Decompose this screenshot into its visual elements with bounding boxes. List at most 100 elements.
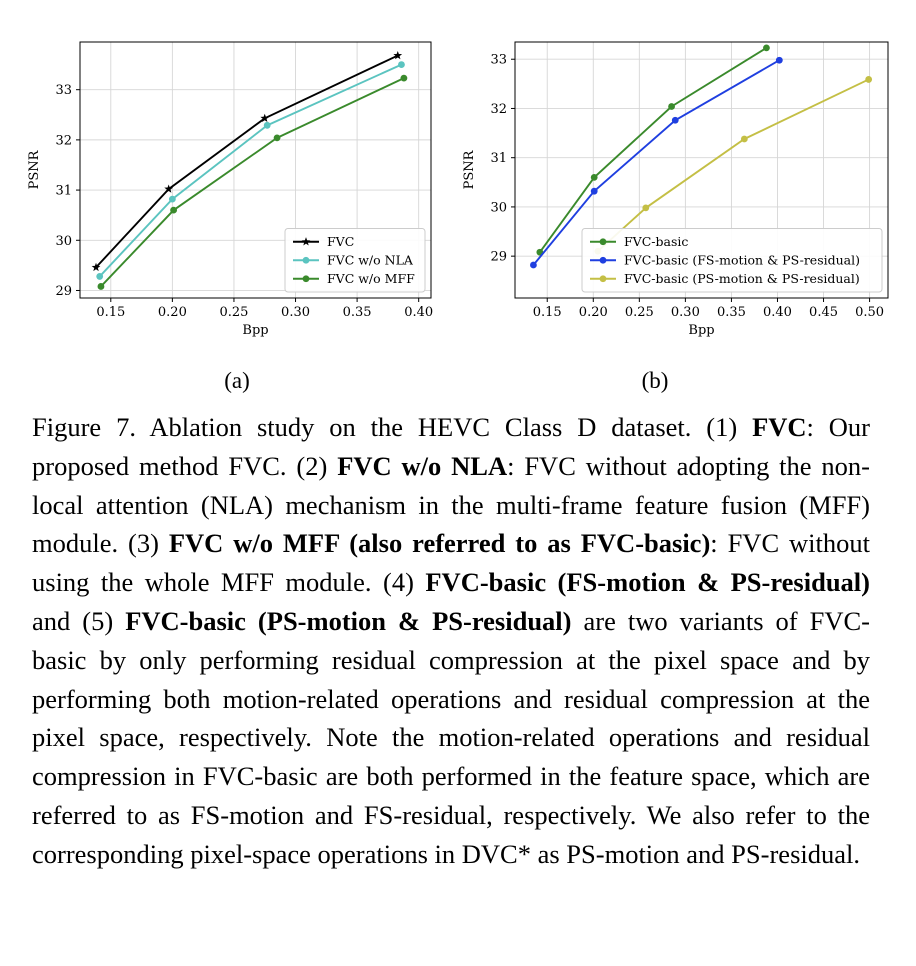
caption-bold: FVC-basic (FS-motion & PS-residual) (425, 567, 870, 598)
chart-b-series-line (597, 78, 870, 252)
chart-a-xtick-label: 0.25 (219, 305, 248, 320)
chart-b-plot-frame (514, 41, 889, 299)
chart-a-ytick-label: 32 (55, 133, 72, 148)
chart-a-data-point (263, 121, 271, 129)
chart-b-xtick-label: 0.35 (717, 305, 746, 320)
chart-a-xtick-label: 0.40 (404, 305, 433, 320)
chart-b-ytick-label: 30 (490, 200, 507, 215)
chart-b-data-point (668, 103, 675, 110)
chart-b-legend-marker (599, 275, 607, 283)
chart-a-plot-frame (79, 41, 432, 299)
chart-a-xtick-label: 0.30 (281, 305, 310, 320)
chart-b-ytick-label: 31 (490, 151, 507, 166)
chart-b-xtick-label: 0.30 (671, 305, 700, 320)
chart-a-data-point (97, 283, 105, 290)
chart-a-data-point (273, 134, 281, 142)
chart-b-xtick-label: 0.45 (809, 305, 838, 320)
chart-b-data-point (865, 76, 873, 83)
chart-b-data-point (642, 204, 650, 212)
chart-b-ytick-label: 33 (490, 53, 507, 68)
chart-a-xtick-label: 0.35 (343, 305, 372, 320)
chart-b-data-point (763, 44, 770, 52)
chart-b-legend-box (581, 228, 883, 293)
chart-b-data-point (740, 135, 748, 143)
chart-a-legend-label: FVC w/o MFF (327, 271, 415, 286)
chart-b-series-3 (594, 76, 873, 255)
chart-a-svg: 0.15 0.20 0.25 0.30 0.35 0.40 29 30 31 32 33 Bpp PSN… (27, 41, 433, 338)
chart-b-ytick-label: 29 (490, 250, 507, 265)
chart-b-svg: 0.15 0.20 0.25 0.30 0.35 0.40 0.45 0.50 29 30 31 32… (462, 41, 889, 338)
chart-b-data-point (590, 173, 598, 181)
chart-b-data-point (775, 56, 783, 64)
chart-b: 0.15 0.20 0.25 0.30 0.35 0.40 0.45 0.50 29 30 31 32… (455, 20, 900, 340)
chart-b-series-2 (530, 56, 783, 269)
chart-a-legend-marker (301, 237, 311, 246)
caption-bold: FVC (752, 412, 807, 442)
chart-b-legend-marker (599, 256, 607, 264)
chart-a-legend-box (284, 228, 426, 293)
chart-a-series-line (99, 63, 402, 278)
chart-a-data-point (260, 113, 270, 123)
caption-text: : FVC without using the whole MFF module… (32, 528, 871, 598)
chart-b-data-point (530, 261, 537, 269)
chart-a-series-3 (97, 74, 408, 290)
chart-a: 0.15 0.20 0.25 0.30 0.35 0.40 29 30 31 32 33 Bpp PSN… (20, 20, 445, 340)
caption-text: : FVC without adopting the non-local att… (32, 450, 871, 559)
chart-b-legend-marker (599, 238, 607, 246)
chart-a-legend: FVC FVC w/o NLA FVC w/o MFF (284, 228, 426, 293)
chart-a-ytick-label: 31 (55, 184, 72, 199)
chart-a-ylabel: PSNR (27, 149, 42, 189)
chart-a-data-point (393, 50, 403, 60)
chart-a-series-line (95, 54, 399, 269)
chart-b-xtick-label: 0.25 (625, 305, 654, 320)
caption-text: and (5) (32, 605, 126, 636)
figure-caption: Figure 7. Ablation study on the HEVC Cla… (32, 408, 870, 874)
chart-a-xlabel: Bpp (242, 323, 268, 338)
caption-bold: FVC-basic (PS-motion & PS-residual) (125, 605, 572, 636)
chart-b-series-line (539, 47, 767, 253)
chart-a-xtick-label: 0.15 (96, 305, 125, 320)
chart-b-ylabel: PSNR (462, 149, 477, 189)
caption-bold: FVC w/o MFF (also referred to as FVC-bas… (168, 528, 711, 559)
chart-a-data-point (164, 184, 174, 193)
chart-b-xlabel: Bpp (688, 323, 714, 338)
chart-b-data-point (671, 116, 679, 124)
chart-a-legend-label: FVC w/o NLA (327, 253, 414, 268)
chart-b-xtick-label: 0.20 (579, 305, 608, 320)
caption-bold: FVC w/o NLA (337, 450, 508, 481)
chart-b-xtick-label: 0.15 (533, 305, 562, 320)
chart-b-series-1 (536, 44, 770, 256)
chart-a-grid (80, 42, 431, 298)
chart-a-xtick-label: 0.20 (158, 305, 187, 320)
chart-a-series-line (100, 77, 405, 288)
chart-a-data-point (400, 74, 408, 82)
chart-b-xtick-label: 0.50 (855, 305, 884, 320)
chart-b-data-point (590, 187, 598, 195)
chart-a-legend-label: FVC (327, 234, 354, 249)
chart-b-legend-label: FVC-basic (624, 234, 688, 249)
chart-b-legend-label: FVC-basic (PS-motion & PS-residual) (624, 271, 860, 286)
chart-a-data-point (398, 61, 405, 68)
chart-b-legend: FVC-basic FVC-basic (FS-motion & PS-resid… (581, 228, 883, 293)
chart-a-data-point (96, 273, 104, 280)
caption-text: are two variants of FVC-basic by only pe… (32, 605, 871, 869)
chart-b-xtick-label: 0.40 (763, 305, 792, 320)
chart-b-series-line (532, 59, 780, 266)
chart-a-data-point (91, 262, 101, 272)
chart-a-series-1 (91, 50, 403, 272)
subfigure-label-a: (a) (224, 368, 250, 393)
chart-b-ytick-label: 32 (490, 102, 507, 117)
chart-a-series-2 (96, 61, 405, 280)
subfigure-label-b: (b) (641, 368, 669, 393)
chart-a-ytick-label: 33 (55, 83, 72, 98)
caption-text: Figure 7. Ablation study on the HEVC Cla… (32, 412, 753, 442)
chart-a-legend-marker (302, 275, 310, 283)
chart-a-ytick-label: 29 (55, 284, 72, 299)
chart-b-legend-label: FVC-basic (FS-motion & PS-residual) (624, 253, 860, 268)
chart-a-legend-marker (302, 256, 310, 264)
caption-text: : Our proposed method FVC. (2) (32, 412, 870, 481)
chart-a-data-point (168, 195, 176, 203)
figure: 0.15 0.20 0.25 0.30 0.35 0.40 29 30 31 32 33 Bpp PSN… (0, 0, 916, 400)
chart-a-ytick-label: 30 (55, 234, 72, 249)
chart-a-data-point (170, 206, 178, 214)
